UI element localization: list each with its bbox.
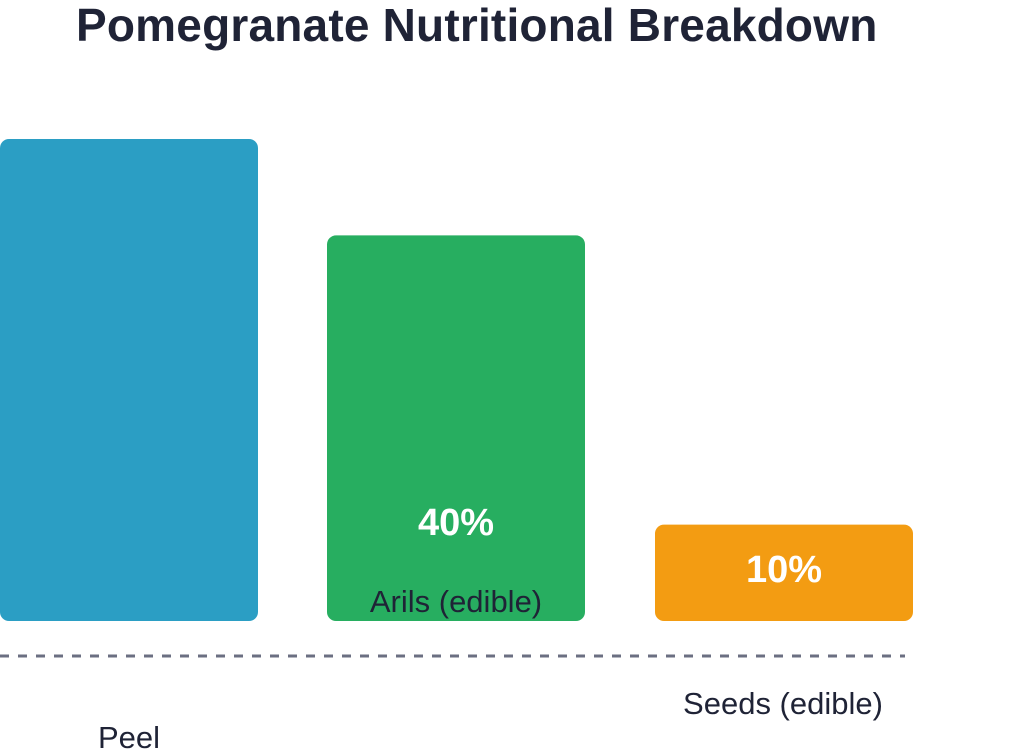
category-label-1: Peel xyxy=(98,720,160,750)
bar-2 xyxy=(327,235,585,621)
category-label-3: Seeds (edible) xyxy=(683,686,883,721)
category-label-2: Arils (edible) xyxy=(370,584,542,619)
bar-1 xyxy=(0,139,258,621)
value-label-2: 40% xyxy=(418,502,494,544)
chart-title: Pomegranate Nutritional Breakdown xyxy=(76,0,878,51)
value-label-3: 10% xyxy=(746,549,822,591)
bar-3 xyxy=(655,524,913,621)
